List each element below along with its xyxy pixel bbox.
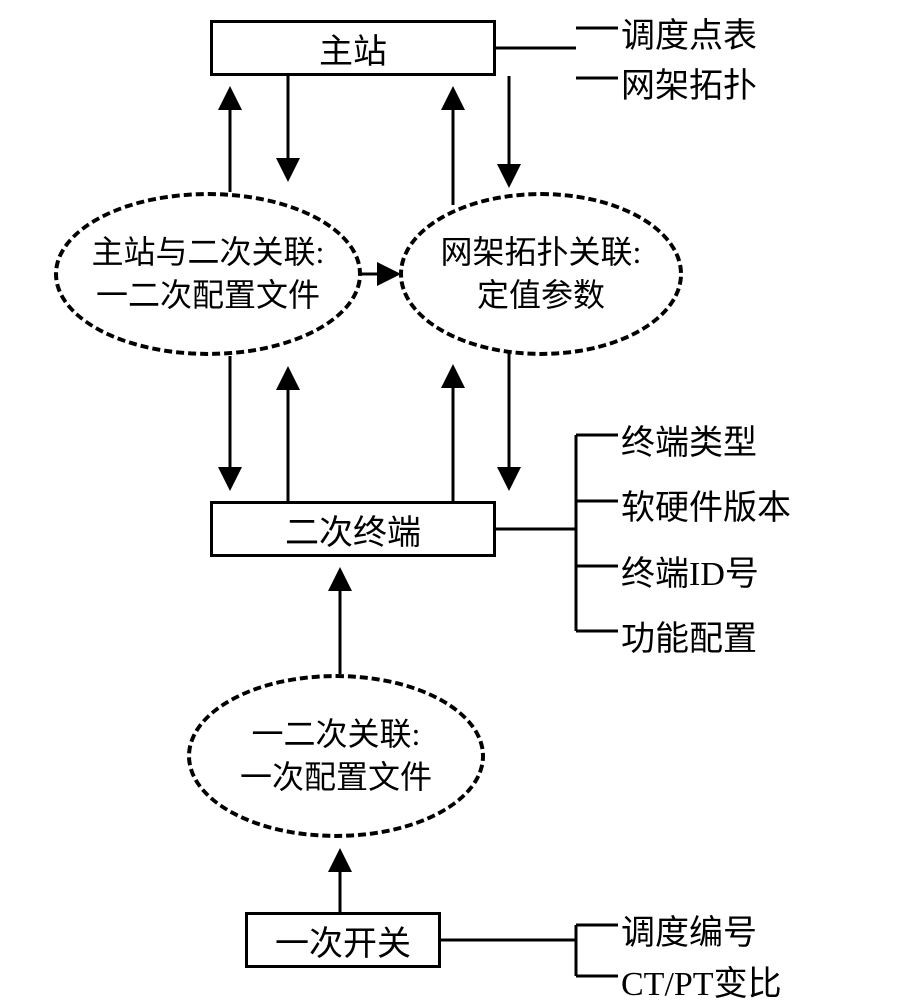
node-association-left-line1: 主站与二次关联: bbox=[92, 231, 325, 274]
node-association-left: 主站与二次关联: 一二次配置文件 bbox=[54, 192, 362, 356]
node-secondary-terminal: 二次终端 bbox=[210, 501, 496, 557]
node-secondary-terminal-label: 二次终端 bbox=[285, 505, 421, 554]
annotation-terminal-type: 终端类型 bbox=[621, 415, 757, 464]
node-primary-switch: 一次开关 bbox=[245, 912, 441, 968]
diagram-canvas: 主站 二次终端 一次开关 主站与二次关联: 一二次配置文件 网架拓扑关联: 定值… bbox=[0, 0, 906, 1000]
node-association-middle: 一二次关联: 一次配置文件 bbox=[187, 674, 485, 838]
annotation-dispatch-number: 调度编号 bbox=[621, 905, 757, 954]
node-primary-switch-label: 一次开关 bbox=[275, 916, 411, 965]
node-association-right-line1: 网架拓扑关联: bbox=[441, 231, 642, 274]
node-master-station-label: 主站 bbox=[319, 24, 387, 73]
node-association-middle-line2: 一次配置文件 bbox=[240, 756, 432, 799]
node-association-right: 网架拓扑关联: 定值参数 bbox=[399, 192, 683, 356]
annotation-dispatch-point-table: 调度点表 bbox=[621, 8, 757, 57]
node-association-middle-line1: 一二次关联: bbox=[252, 713, 421, 756]
node-master-station: 主站 bbox=[210, 20, 496, 76]
annotation-terminal-id: 终端ID号 bbox=[621, 546, 759, 595]
annotation-network-topology: 网架拓扑 bbox=[621, 58, 757, 107]
annotation-hw-sw-version: 软硬件版本 bbox=[621, 480, 791, 529]
annotation-ct-pt-ratio: CT/PT变比 bbox=[621, 956, 782, 1005]
annotation-function-config: 功能配置 bbox=[621, 611, 757, 660]
node-association-left-line2: 一二次配置文件 bbox=[96, 274, 320, 317]
node-association-right-line2: 定值参数 bbox=[477, 274, 605, 317]
